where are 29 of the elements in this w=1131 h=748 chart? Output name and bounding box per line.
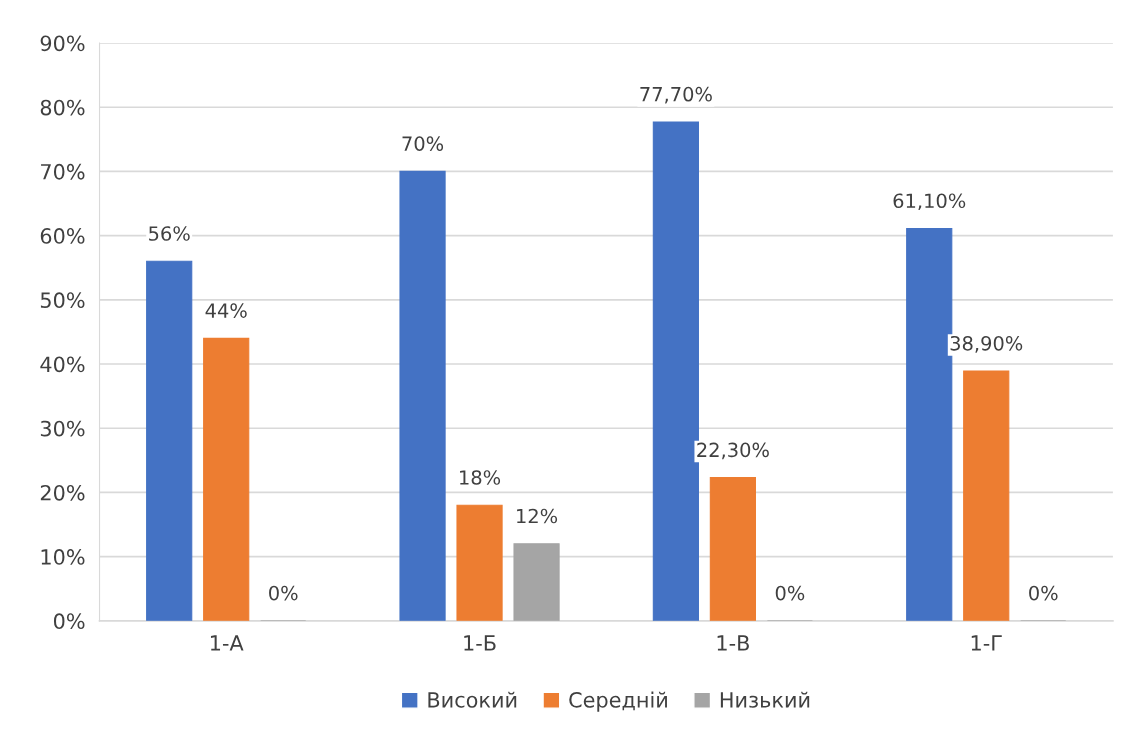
y-tick-label: 90% [40, 35, 85, 52]
data-label: 22,30% [697, 442, 769, 460]
x-tick-label: 1-А [210, 635, 244, 651]
legend-label: Високий [428, 691, 517, 708]
data-label: 44% [205, 303, 247, 318]
data-label: 0% [1029, 585, 1058, 601]
y-tick-label: 10% [41, 549, 85, 565]
y-tick-label: 80% [40, 99, 85, 116]
y-tick-label: 30% [40, 420, 85, 437]
data-label: 38,90% [950, 335, 1023, 353]
x-tick-label: 1-В [717, 635, 749, 651]
x-tick-label: 1-Б [464, 635, 496, 651]
y-tick-label: 0% [53, 613, 85, 630]
y-tick-label: 40% [40, 356, 85, 373]
x-tick-label: 1-Г [971, 635, 1002, 651]
y-tick-label: 60% [40, 228, 85, 244]
legend-label: Середній [569, 691, 667, 712]
data-label: 12% [517, 508, 558, 524]
data-label: 18% [460, 470, 501, 485]
y-tick-label: 50% [40, 292, 85, 309]
data-label: 70% [402, 136, 444, 151]
data-label: 0% [775, 585, 805, 601]
y-tick-label: 20% [40, 484, 85, 501]
data-label: 0% [269, 585, 298, 601]
y-tick-label: 70% [41, 163, 85, 180]
data-label: 56% [149, 226, 190, 241]
legend-label: Низький [720, 691, 810, 708]
data-label: 61,10% [893, 193, 966, 211]
data-label: 77,70% [640, 86, 712, 104]
